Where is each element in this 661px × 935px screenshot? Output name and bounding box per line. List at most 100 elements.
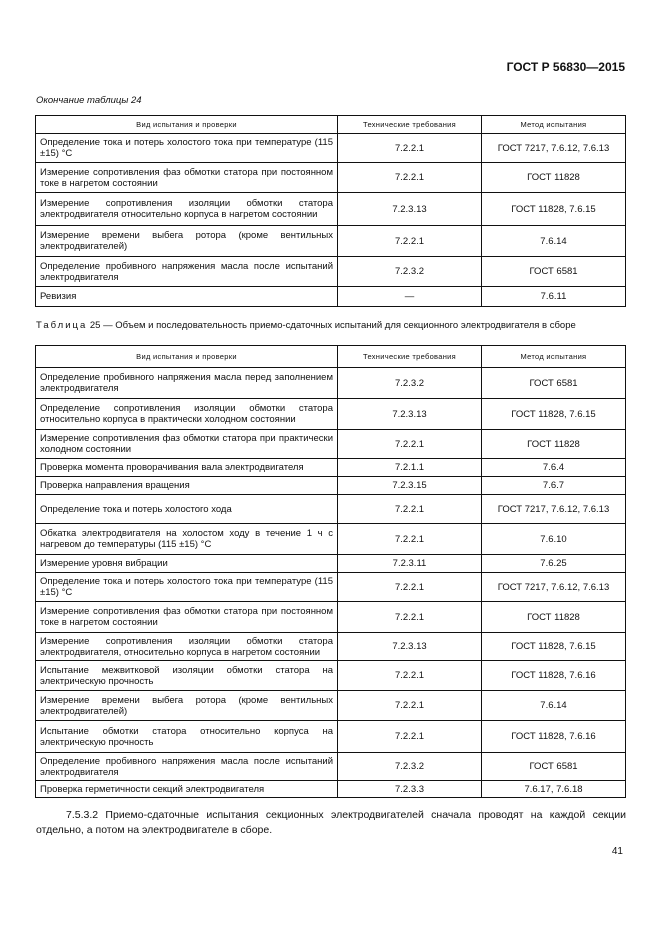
- method-cell: ГОСТ 11828, 7.6.16: [481, 660, 626, 691]
- table-row: Определение сопротивления изоляции обмот…: [35, 398, 626, 430]
- table-continuation-label: Окончание таблицы 24: [36, 95, 142, 106]
- test-name-cell: Определение тока и потерь холостого хода: [35, 494, 338, 524]
- test-name-cell: Проверка герметичности секций электродви…: [35, 780, 338, 798]
- caption-text: 25 — Объем и последовательность приемо-с…: [89, 320, 576, 331]
- column-header: Технические требования: [337, 115, 482, 134]
- test-name-cell: Обкатка электродвигателя на холостом ход…: [35, 523, 338, 555]
- method-cell: ГОСТ 11828: [481, 162, 626, 193]
- method-cell: ГОСТ 7217, 7.6.12, 7.6.13: [481, 494, 626, 524]
- requirements-cell: 7.2.2.1: [337, 601, 482, 633]
- test-name-cell: Определение пробивного напряжения масла …: [35, 367, 338, 399]
- table-row: Проверка момента проворачивания вала эле…: [35, 458, 626, 477]
- column-header: Технические требования: [337, 345, 482, 368]
- test-name-cell: Проверка момента проворачивания вала эле…: [35, 458, 338, 477]
- table-row: Определение тока и потерь холостого тока…: [35, 572, 626, 602]
- requirements-cell: 7.2.2.1: [337, 523, 482, 555]
- table-row: Испытание межвитковой изоляции обмотки с…: [35, 660, 626, 691]
- table-row: Определение пробивного напряжения масла …: [35, 367, 626, 399]
- requirements-cell: 7.2.3.13: [337, 398, 482, 430]
- method-cell: 7.6.4: [481, 458, 626, 477]
- requirements-cell: 7.2.2.1: [337, 690, 482, 721]
- method-cell: ГОСТ 6581: [481, 256, 626, 287]
- test-name-cell: Определение тока и потерь холостого тока…: [35, 133, 338, 163]
- table-row: Определение пробивного напряжения масла …: [35, 752, 626, 781]
- table-25-caption: Таблица 25 — Объем и последовательность …: [36, 320, 626, 332]
- test-name-cell: Проверка направления вращения: [35, 476, 338, 495]
- requirements-cell: 7.2.3.3: [337, 780, 482, 798]
- test-name-cell: Ревизия: [35, 286, 338, 307]
- requirements-cell: 7.2.2.1: [337, 660, 482, 691]
- requirements-cell: 7.2.2.1: [337, 162, 482, 193]
- table-row: Ревизия —7.6.11: [35, 286, 626, 307]
- requirements-cell: 7.2.3.13: [337, 632, 482, 661]
- requirements-cell: 7.2.2.1: [337, 225, 482, 257]
- test-name-cell: Определение сопротивления изоляции обмот…: [35, 398, 338, 430]
- table-row: Измерение сопротивления изоляции обмотки…: [35, 632, 626, 661]
- requirements-cell: 7.2.1.1: [337, 458, 482, 477]
- column-header: Метод испытания: [481, 115, 626, 134]
- requirements-cell: 7.2.2.1: [337, 429, 482, 459]
- caption-label: Таблица: [36, 320, 88, 331]
- requirements-cell: 7.2.3.13: [337, 192, 482, 226]
- requirements-cell: 7.2.2.1: [337, 720, 482, 753]
- table-row: Определение тока и потерь холостого хода…: [35, 494, 626, 524]
- test-name-cell: Определение пробивного напряжения масла …: [35, 752, 338, 781]
- requirements-cell: 7.2.3.2: [337, 752, 482, 781]
- column-header: Вид испытания и проверки: [35, 345, 338, 368]
- method-cell: 7.6.7: [481, 476, 626, 495]
- method-cell: ГОСТ 7217, 7.6.12, 7.6.13: [481, 572, 626, 602]
- test-name-cell: Измерение сопротивления фаз обмотки стат…: [35, 429, 338, 459]
- method-cell: ГОСТ 11828, 7.6.15: [481, 398, 626, 430]
- table-row: Измерение времени выбега ротора (кроме в…: [35, 690, 626, 721]
- method-cell: 7.6.14: [481, 690, 626, 721]
- requirements-cell: 7.2.3.15: [337, 476, 482, 495]
- requirements-cell: 7.2.3.11: [337, 554, 482, 573]
- test-name-cell: Измерение времени выбега ротора (кроме в…: [35, 690, 338, 721]
- test-name-cell: Измерение сопротивления фаз обмотки стат…: [35, 162, 338, 193]
- table-row: Определение тока и потерь холостого тока…: [35, 133, 626, 163]
- table-row: Измерение сопротивления фаз обмотки стат…: [35, 429, 626, 459]
- body-paragraph: 7.5.3.2 Приемо-сдаточные испытания секци…: [36, 809, 626, 836]
- method-cell: 7.6.17, 7.6.18: [481, 780, 626, 798]
- page-number: 41: [611, 846, 623, 857]
- method-cell: ГОСТ 11828, 7.6.16: [481, 720, 626, 753]
- test-name-cell: Определение пробивного напряжения масла …: [35, 256, 338, 287]
- test-name-cell: Измерение уровня вибрации: [35, 554, 338, 573]
- test-name-cell: Измерение сопротивления изоляции обмотки…: [35, 632, 338, 661]
- table-row: Измерение сопротивления фаз обмотки стат…: [35, 162, 626, 193]
- method-cell: ГОСТ 7217, 7.6.12, 7.6.13: [481, 133, 626, 163]
- column-header: Вид испытания и проверки: [35, 115, 338, 134]
- document-id: ГОСТ Р 56830—2015: [506, 60, 625, 74]
- test-name-cell: Испытание межвитковой изоляции обмотки с…: [35, 660, 338, 691]
- test-name-cell: Испытание обмотки статора относительно к…: [35, 720, 338, 753]
- method-cell: 7.6.14: [481, 225, 626, 257]
- column-header: Метод испытания: [481, 345, 626, 368]
- table-row: Измерение сопротивления фаз обмотки стат…: [35, 601, 626, 633]
- method-cell: ГОСТ 11828: [481, 429, 626, 459]
- method-cell: 7.6.10: [481, 523, 626, 555]
- method-cell: 7.6.25: [481, 554, 626, 573]
- table-row: Определение пробивного напряжения масла …: [35, 256, 626, 287]
- test-name-cell: Определение тока и потерь холостого тока…: [35, 572, 338, 602]
- requirements-cell: —: [337, 286, 482, 307]
- table-row: Измерение сопротивления изоляции обмотки…: [35, 192, 626, 226]
- table-row: Измерение времени выбега ротора (кроме в…: [35, 225, 626, 257]
- method-cell: ГОСТ 11828, 7.6.15: [481, 632, 626, 661]
- test-name-cell: Измерение сопротивления изоляции обмотки…: [35, 192, 338, 226]
- method-cell: ГОСТ 11828, 7.6.15: [481, 192, 626, 226]
- table-24: Вид испытания и проверки Технические тре…: [35, 115, 626, 307]
- table-row: Проверка герметичности секций электродви…: [35, 780, 626, 798]
- requirements-cell: 7.2.2.1: [337, 133, 482, 163]
- method-cell: ГОСТ 6581: [481, 367, 626, 399]
- test-name-cell: Измерение сопротивления фаз обмотки стат…: [35, 601, 338, 633]
- table-row: Испытание обмотки статора относительно к…: [35, 720, 626, 753]
- method-cell: 7.6.11: [481, 286, 626, 307]
- table-25: Вид испытания и проверки Технические тре…: [35, 345, 626, 798]
- table-row: Обкатка электродвигателя на холостом ход…: [35, 523, 626, 555]
- requirements-cell: 7.2.2.1: [337, 494, 482, 524]
- test-name-cell: Измерение времени выбега ротора (кроме в…: [35, 225, 338, 257]
- table-row: Измерение уровня вибрации 7.2.3.11 7.6.25: [35, 554, 626, 573]
- requirements-cell: 7.2.3.2: [337, 256, 482, 287]
- method-cell: ГОСТ 11828: [481, 601, 626, 633]
